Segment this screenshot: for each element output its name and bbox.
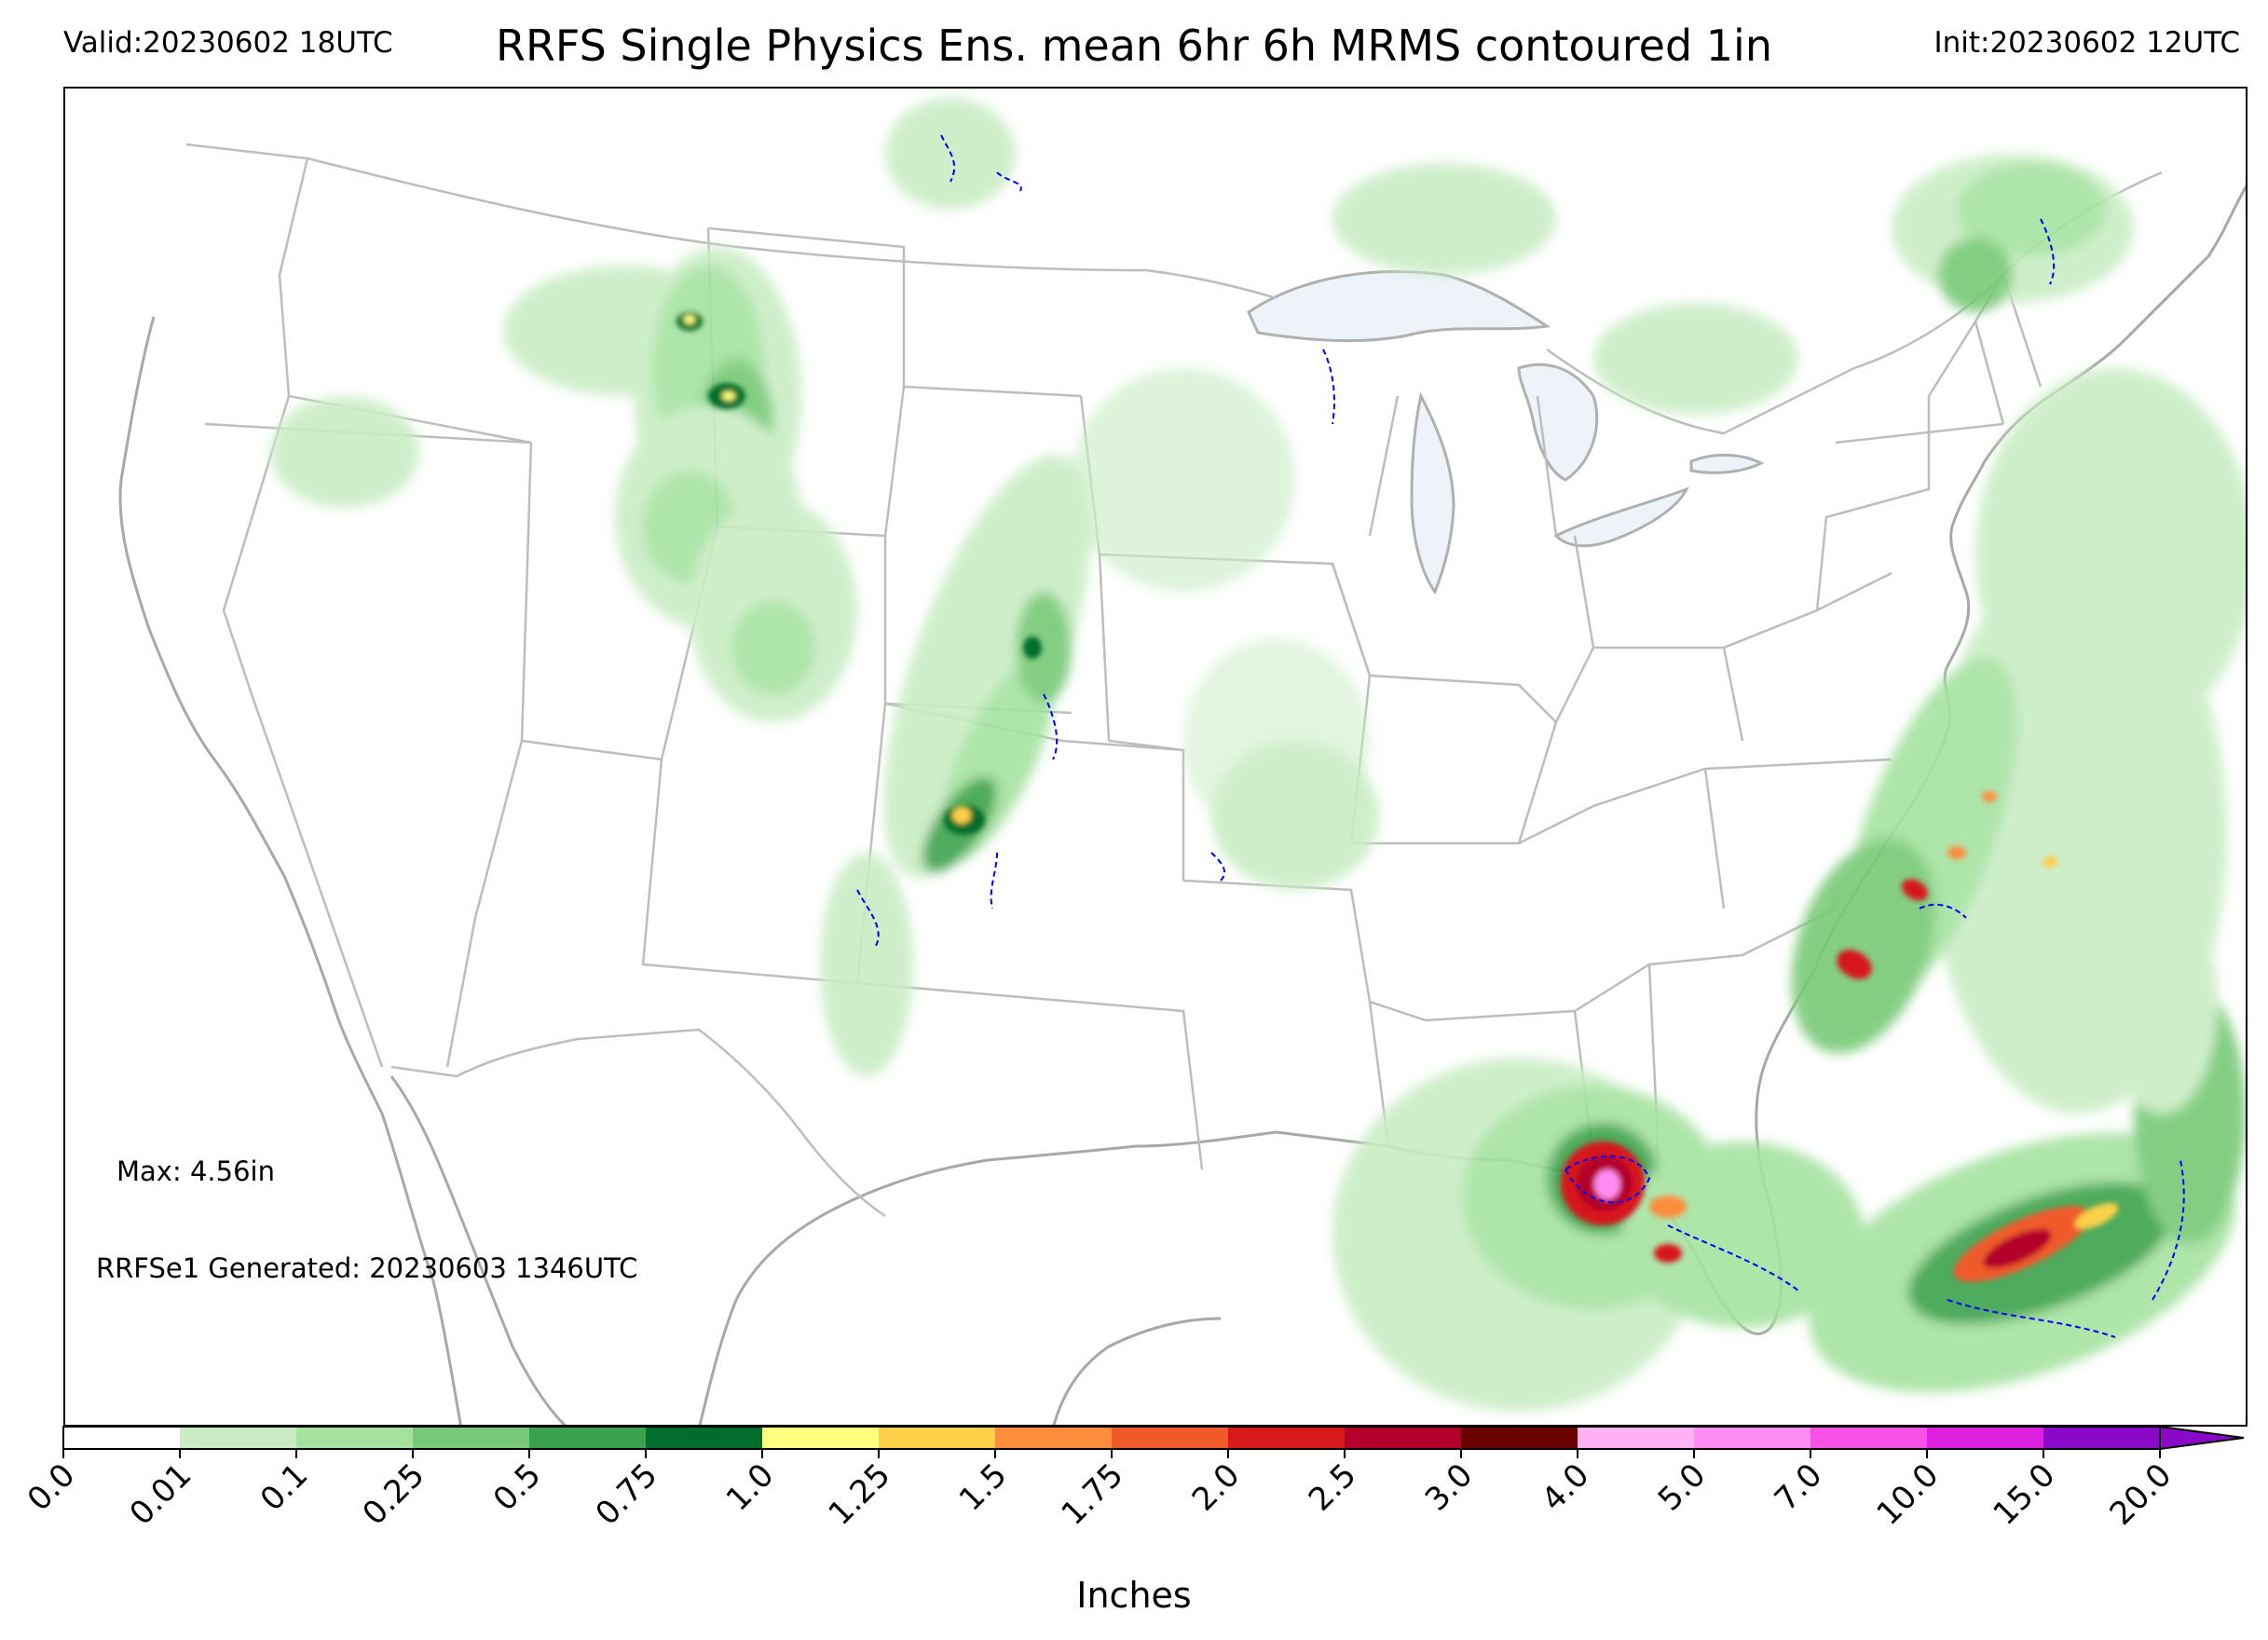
colorbar-tick-label: 20.0 [2103, 1456, 2179, 1533]
lake-huron [1517, 362, 1599, 482]
colorbar-tick-label: 15.0 [1987, 1456, 2063, 1533]
colorbar-tick-label: 10.0 [1870, 1456, 1947, 1533]
colorbar: 0.0 0.01 0.1 0.25 0.5 0.75 1.0 1.25 1.5 1.75 2.0 2.… [20, 1425, 2245, 1533]
colorbar-tick-label: 1.75 [1055, 1456, 1131, 1533]
colorbar-segment [1228, 1427, 1345, 1449]
colorbar-segment [180, 1427, 296, 1449]
colorbar-segment [1112, 1427, 1228, 1449]
colorbar-segment [529, 1427, 646, 1449]
mrms-1in-contour [856, 134, 2185, 1338]
colorbar-segment [1345, 1427, 1461, 1449]
map-title: RRFS Single Physics Ens. mean 6hr 6h MRM… [496, 20, 1772, 71]
colorbar-segment [879, 1427, 995, 1449]
colorbar-segment [762, 1427, 879, 1449]
colorbar-tick-label: 2.5 [1302, 1456, 1364, 1519]
colorbar-segment [646, 1427, 762, 1449]
generated-annotation: RRFSe1 Generated: 20230603 1346UTC [96, 1252, 638, 1284]
colorbar-segment [1461, 1427, 1578, 1449]
colorbar-tick-label: 0.0 [20, 1456, 83, 1519]
colorbar-segment [1578, 1427, 1694, 1449]
lake-ontario [1689, 453, 1765, 474]
colorbar-tick-label: 0.1 [253, 1456, 316, 1519]
us-mexico-border [390, 1028, 886, 1218]
colorbar-label: Inches [1076, 1575, 1192, 1616]
map-canvas [118, 98, 2246, 1425]
mexico-gulf-coast [1052, 1317, 1222, 1425]
colorbar-tick-label: 1.25 [822, 1456, 898, 1533]
colorbar-segment [63, 1427, 180, 1449]
colorbar-tick-label: 7.0 [1768, 1456, 1830, 1519]
baja-coast [389, 1075, 567, 1425]
lake-erie [1553, 486, 1690, 548]
colorbar-tick-label: 5.0 [1651, 1456, 1714, 1519]
colorbar-tick-label: 1.0 [719, 1456, 782, 1519]
colorbar-segment [995, 1427, 1112, 1449]
colorbar-segment [413, 1427, 529, 1449]
colorbar-segment [1810, 1427, 1927, 1449]
lake-michigan [1410, 391, 1455, 595]
colorbar-tick-label: 2.0 [1185, 1456, 1248, 1519]
colorbar-extend-arrow [2159, 1425, 2245, 1451]
valid-time: Valid:20230602 18UTC [63, 26, 393, 60]
great-lakes [1247, 269, 1765, 595]
colorbar-tick-label: 0.75 [589, 1456, 665, 1533]
colorbar-tick-label: 0.5 [486, 1456, 549, 1519]
pacific-coast [118, 316, 462, 1425]
init-time: Init:20230602 12UTC [1933, 26, 2240, 60]
map-panel [63, 87, 2248, 1427]
colorbar-segment [1694, 1427, 1810, 1449]
precipitation-fill [270, 98, 2246, 1412]
colorbar-tick-label: 3.0 [1418, 1456, 1481, 1519]
colorbar-tick-label: 0.25 [356, 1456, 432, 1533]
colorbar-tick-label: 0.01 [123, 1456, 199, 1533]
colorbar-segment [296, 1427, 413, 1449]
colorbar-tick-label: 1.5 [952, 1456, 1015, 1519]
colorbar-tick-label: 4.0 [1535, 1456, 1597, 1519]
colorbar-segment [2043, 1427, 2160, 1449]
lake-superior [1247, 269, 1551, 343]
state-borders [185, 143, 2163, 1218]
colorbar-segment [1927, 1427, 2043, 1449]
max-annotation: Max: 4.56in [116, 1155, 275, 1187]
